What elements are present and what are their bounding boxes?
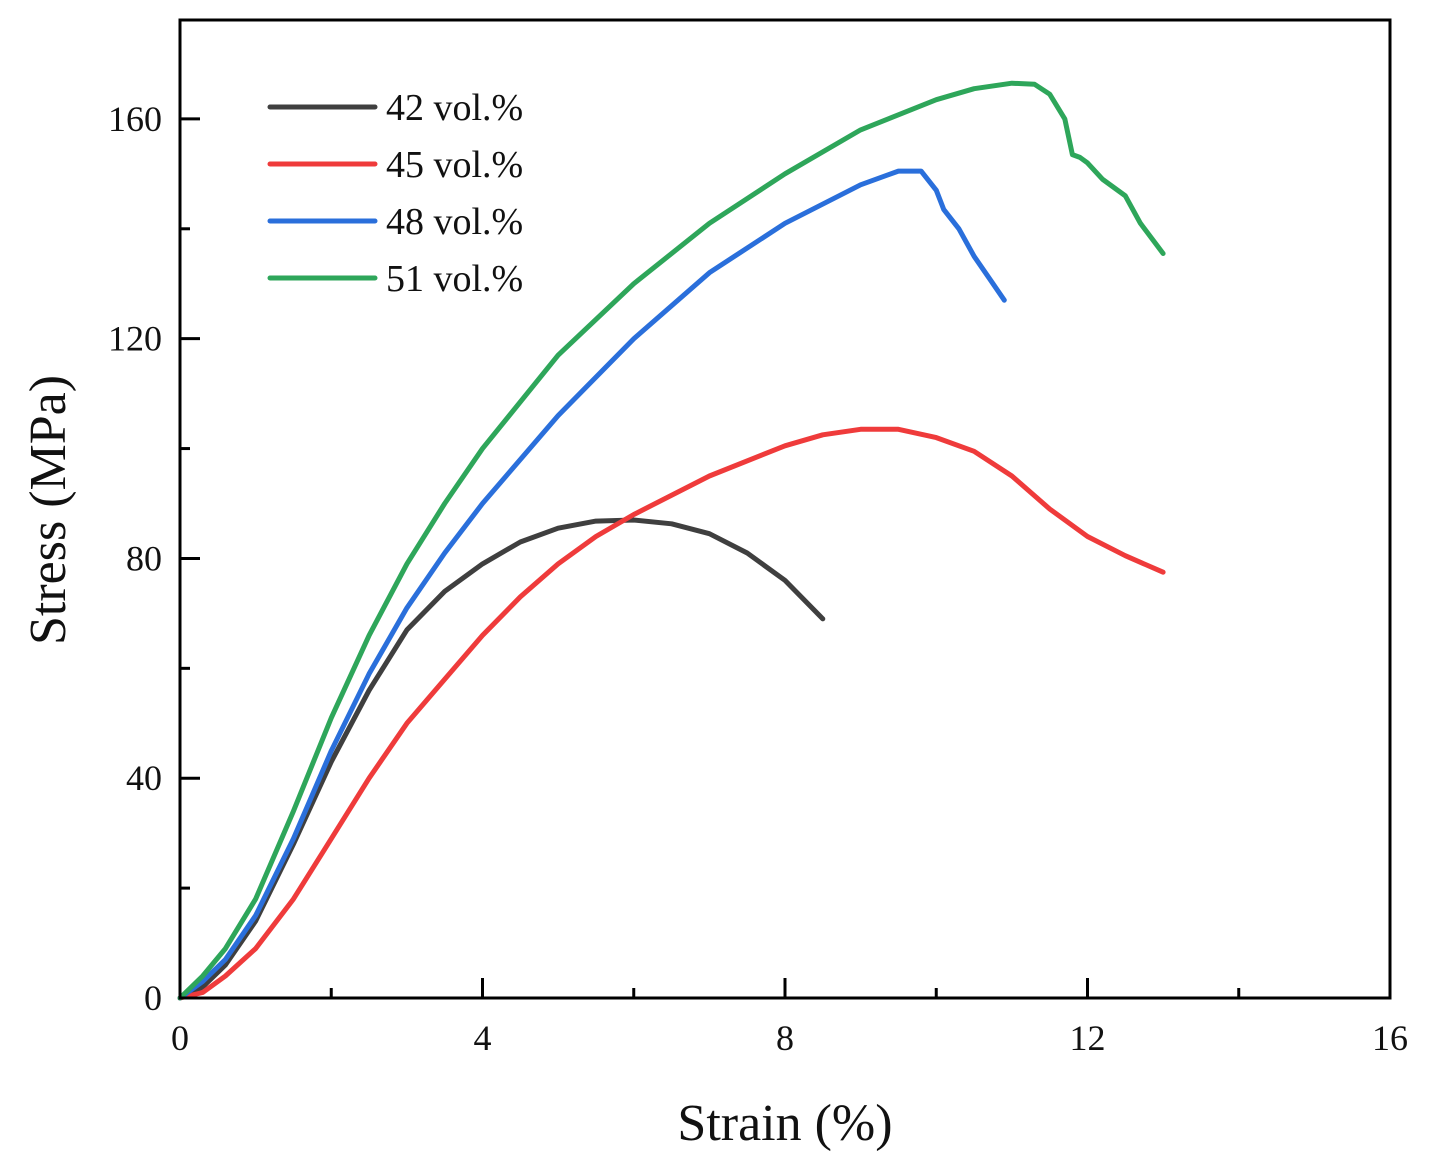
y-tick-label: 0	[144, 978, 162, 1018]
y-tick-label: 160	[108, 99, 162, 139]
legend-label-42: 42 vol.%	[386, 87, 523, 129]
y-axis-title: Stress (MPa)	[20, 375, 77, 645]
x-tick-label: 16	[1372, 1018, 1408, 1058]
series-group	[177, 80, 1166, 1001]
x-axis-title: Strain (%)	[677, 1095, 892, 1152]
x-tick-label: 12	[1070, 1018, 1106, 1058]
x-tick-label: 8	[776, 1018, 794, 1058]
legend: 42 vol.% 45 vol.% 48 vol.% 51 vol.%	[267, 87, 523, 300]
series-line-45-vol	[177, 426, 1166, 1001]
ticks-group	[180, 117, 1241, 998]
x-tick-label: 4	[474, 1018, 492, 1058]
y-tick-label: 80	[126, 538, 162, 578]
series-line-48-vol	[177, 168, 1007, 1001]
legend-label-48: 48 vol.%	[386, 201, 523, 243]
y-tick-label: 120	[108, 319, 162, 359]
x-tick-label: 0	[171, 1018, 189, 1058]
y-tick-label: 40	[126, 758, 162, 798]
legend-label-45: 45 vol.%	[386, 144, 523, 186]
legend-label-51: 51 vol.%	[386, 258, 523, 300]
series-line-42-vol	[177, 517, 826, 1001]
plot-frame	[178, 18, 1392, 1000]
series-line-51-vol	[177, 80, 1166, 1001]
